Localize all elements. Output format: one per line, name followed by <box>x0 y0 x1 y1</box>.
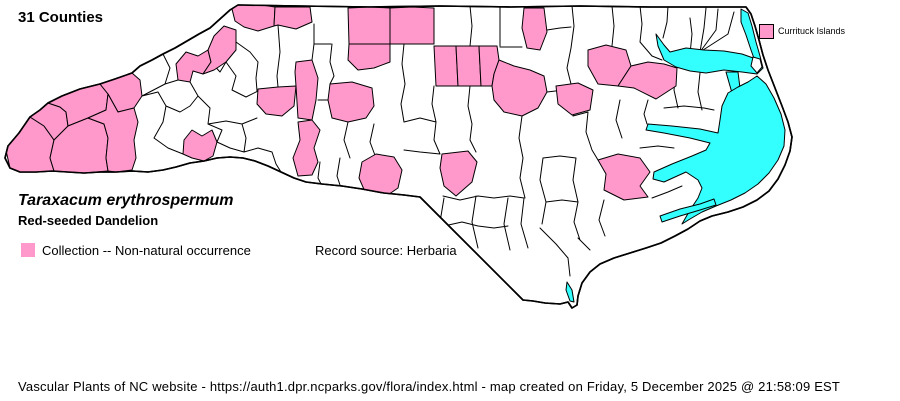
record-source: Record source: Herbaria <box>315 243 457 258</box>
highlighted-county <box>327 81 375 123</box>
highlighted-county <box>439 150 478 197</box>
cape-fear-river-water <box>565 281 575 303</box>
highlighted-county <box>347 43 391 71</box>
collection-color-swatch <box>21 243 35 257</box>
highlighted-county <box>182 129 218 162</box>
species-scientific-name: Taraxacum erythrospermum <box>18 192 234 209</box>
highlighted-county <box>597 153 651 201</box>
record-source-value: Herbaria <box>406 243 457 258</box>
record-source-label: Record source: <box>315 243 404 258</box>
currituck-islands-label: Currituck Islands <box>778 26 846 36</box>
highlighted-county <box>617 61 678 100</box>
roanoke-island <box>750 56 763 74</box>
currituck-islands-swatch <box>759 24 774 39</box>
highlighted-county <box>555 82 594 116</box>
highlighted-county <box>273 6 313 30</box>
state-outline-overlay <box>4 4 793 309</box>
highlighted-county <box>256 85 297 117</box>
legend-label: Collection -- Non-natural occurrence <box>42 242 251 258</box>
southern-county-lines <box>439 155 606 277</box>
highlighted-county <box>433 45 459 87</box>
highlighted-county <box>491 59 548 117</box>
highlighted-county <box>455 45 482 87</box>
northeast-county-lines <box>611 5 735 199</box>
highlighted-county <box>358 153 403 200</box>
legend: Collection -- Non-natural occurrence <box>21 242 251 258</box>
highlighted-county <box>389 6 435 45</box>
albemarle-sound-water <box>655 33 764 75</box>
species-common-name: Red-seeded Dandelion <box>18 213 159 228</box>
bogue-sound-water <box>659 198 717 223</box>
county-count-title: 31 Counties <box>18 9 104 26</box>
pamlico-sound-water <box>645 75 786 225</box>
highlighted-counties <box>5 5 678 201</box>
highlighted-county <box>292 119 321 177</box>
highlighted-county <box>521 7 548 51</box>
sound-water <box>565 8 786 303</box>
highlighted-county <box>347 6 391 45</box>
footer-attribution: Vascular Plants of NC website - https://… <box>18 379 841 394</box>
highlighted-county <box>202 25 237 75</box>
